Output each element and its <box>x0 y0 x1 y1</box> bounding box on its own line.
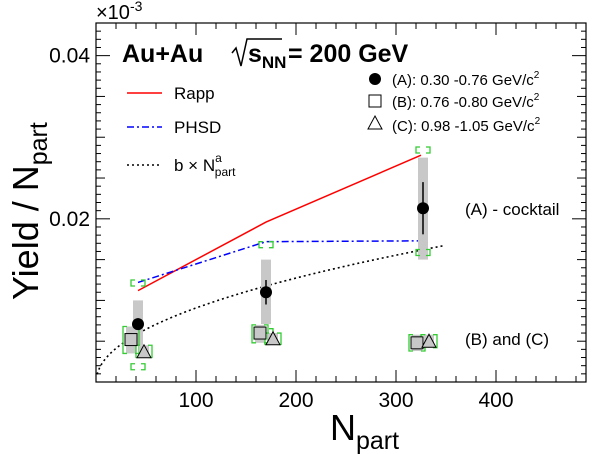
y-multiplier-exp: -3 <box>130 0 143 14</box>
legend-c-sup: 2 <box>535 116 541 127</box>
sqrt-text: sNN <box>248 40 286 72</box>
legend-label-phsd: PHSD <box>174 118 221 137</box>
legend-fit-sub: part <box>215 165 236 179</box>
legend-label-fit: b × Na part <box>174 151 236 179</box>
legend-marker-c <box>367 114 383 130</box>
legend-fit-sup: a <box>215 151 222 165</box>
y-axis-label: Yield / Npart <box>5 122 53 300</box>
point-a <box>132 318 144 331</box>
model-bracket-bottom <box>130 363 146 371</box>
y-tick-label: 0.02 <box>49 208 90 231</box>
model-bracket-top <box>415 146 431 154</box>
x-axis-label: Npart <box>330 407 399 454</box>
sqrt-symbol <box>231 38 282 67</box>
x-tick-label: 300 <box>378 389 413 412</box>
legend-label-c: (C): 0.98 -1.05 GeV/c2 <box>392 116 541 135</box>
sqrt-subscript: NN <box>262 53 287 72</box>
legend-marker-a <box>369 73 381 85</box>
legend-label-b: (B): 0.76 -0.80 GeV/c2 <box>392 92 540 111</box>
point-a <box>417 202 429 215</box>
point-b <box>253 326 267 340</box>
model-line-phsd <box>137 240 422 284</box>
point-b <box>124 333 138 347</box>
energy-label: sNN = 200 GeV <box>231 38 409 72</box>
model-bracket-top <box>130 279 146 287</box>
y-tick-label: 0.04 <box>49 45 90 68</box>
legend-marker-b <box>368 94 382 108</box>
legend-label-a: (A): 0.30 -0.76 GeV/c2 <box>392 70 540 89</box>
point-c <box>136 343 152 359</box>
legend-label-rapp: Rapp <box>174 84 215 103</box>
legend-right: (A): 0.30 -0.76 GeV/c2 (B): 0.76 -0.80 G… <box>367 70 541 135</box>
point-c <box>421 333 437 348</box>
model-bracket-top <box>258 241 274 249</box>
x-tick-label: 400 <box>478 389 513 412</box>
legend-left: Rapp PHSD b × Na part <box>127 84 236 179</box>
annotation-b-and-c: (B) and (C) <box>465 330 549 349</box>
x-tick-label: 100 <box>178 389 213 412</box>
y-axis-label-sub: part <box>25 122 53 165</box>
y-multiplier: ×10-3 <box>96 0 143 24</box>
point-a <box>260 286 272 299</box>
data-points <box>122 146 438 371</box>
axis-ticks: 100 200 300 400 0.02 0.04 <box>49 22 586 412</box>
x-tick-label: 200 <box>278 389 313 412</box>
legend-b-sup: 2 <box>534 92 540 103</box>
x-axis-label-sub: part <box>356 427 399 454</box>
chart-title: Au+Au <box>122 40 203 68</box>
point-b <box>410 336 424 350</box>
annotation-cocktail: (A) - cocktail <box>465 200 559 219</box>
legend-a-sup: 2 <box>534 70 540 81</box>
energy-text: = 200 GeV <box>288 40 409 68</box>
model-line-rapp <box>137 154 422 292</box>
point-c <box>265 330 281 346</box>
model-bracket-bottom <box>415 248 431 257</box>
